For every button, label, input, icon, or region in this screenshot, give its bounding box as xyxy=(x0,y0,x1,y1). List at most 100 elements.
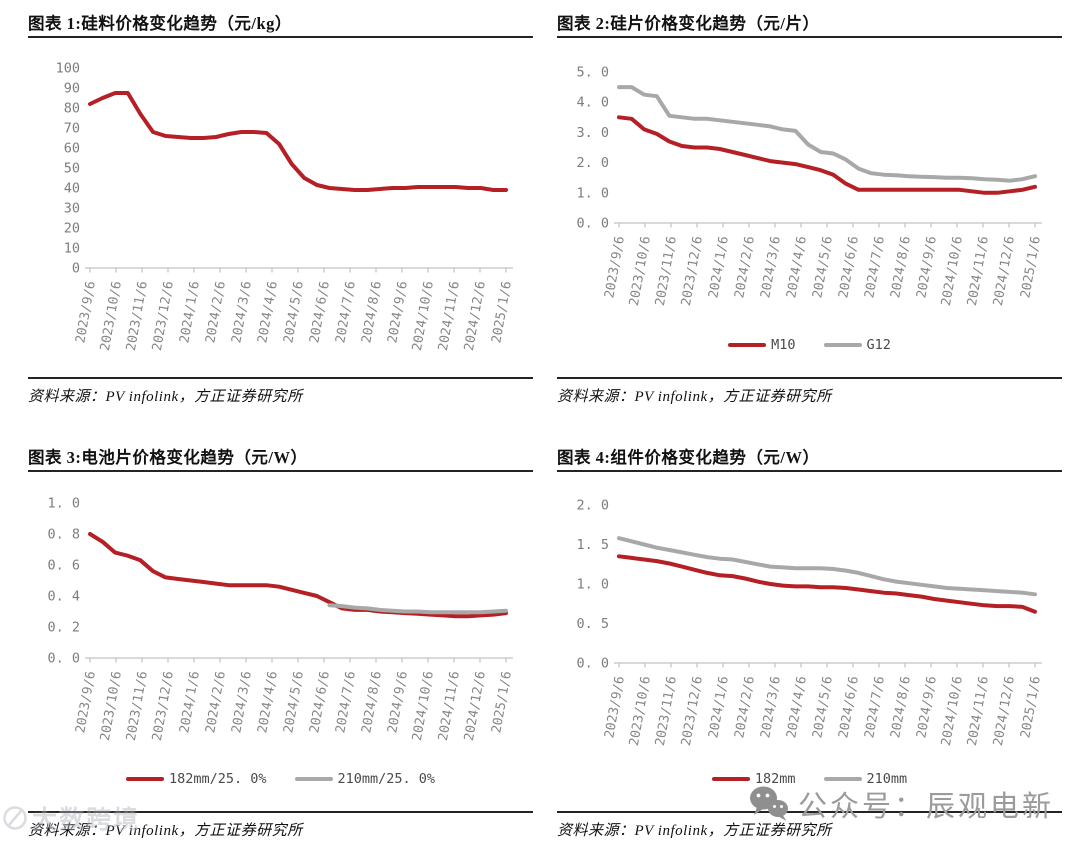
wechat-icon xyxy=(750,786,788,821)
x-tick-label: 2024/8/6 xyxy=(359,280,385,344)
chart4-title: 图表 4:组件价格变化趋势（元/W） xyxy=(557,448,820,467)
y-tick-label: 70 xyxy=(64,121,80,137)
x-tick-label: 2024/7/6 xyxy=(333,280,359,344)
x-tick-label: 2024/8/6 xyxy=(888,235,914,299)
chart-panel-1: 图表 1:硅料价格变化趋势（元/kg） 2023/9/6 2023/10/6 202… xyxy=(28,10,533,430)
y-tick-label: 0. 6 xyxy=(47,558,80,574)
chart-panel-3: 图表 3:电池片价格变化趋势（元/W） 2023/9/6 2023/10/6 202… xyxy=(28,444,533,853)
x-tick-label: 2024/9/6 xyxy=(914,235,940,299)
x-tick-label: 2024/5/6 xyxy=(281,280,307,344)
chart4-source-rule xyxy=(557,811,1062,814)
chart1-source-rule xyxy=(28,377,533,380)
x-tick-label: 2024/9/6 xyxy=(385,670,411,734)
x-tick-label: 2024/11/6 xyxy=(965,235,992,307)
x-tick-label: 2025/1/6 xyxy=(1018,235,1044,299)
x-tick-label: 2024/10/6 xyxy=(410,280,437,352)
y-tick-label: 0. 0 xyxy=(576,216,609,232)
x-tick-label: 2023/12/6 xyxy=(679,675,706,747)
x-tick-label: 2024/2/6 xyxy=(732,675,758,739)
chart-panel-4: 图表 4:组件价格变化趋势（元/W） 2023/9/6 2023/10/6 2023… xyxy=(557,444,1062,853)
legend-label: 210mm/25. 0% xyxy=(337,771,436,787)
x-tick-label: 2023/9/6 xyxy=(73,280,99,344)
x-tick-label: 2025/1/6 xyxy=(489,280,515,344)
legend-swatch xyxy=(728,343,767,347)
x-tick-label: 2024/1/6 xyxy=(177,280,203,344)
chart1-source-note: 资料来源：PV infolink，方正证券研究所 xyxy=(28,389,303,405)
y-tick-label: 10 xyxy=(64,241,80,257)
x-tick-label: 2024/9/6 xyxy=(914,675,940,739)
y-tick-label: 60 xyxy=(64,141,80,157)
x-tick-label: 2024/10/6 xyxy=(939,675,966,747)
y-tick-label: 0 xyxy=(72,261,80,277)
legend-swatch xyxy=(711,777,750,781)
y-tick-label: 1. 0 xyxy=(576,577,609,593)
legend-item: 210mm xyxy=(823,771,908,787)
x-tick-label: 2024/2/6 xyxy=(203,280,229,344)
x-tick-label: 2024/12/6 xyxy=(462,280,489,352)
x-tick-label: 2024/12/6 xyxy=(462,670,489,742)
legend-item: 210mm/25. 0% xyxy=(294,771,436,787)
x-tick-label: 2024/6/6 xyxy=(836,675,862,739)
y-tick-label: 1. 0 xyxy=(576,185,609,201)
x-tick-label: 2023/11/6 xyxy=(124,670,151,742)
y-tick-label: 100 xyxy=(56,61,80,77)
x-tick-label: 2024/4/6 xyxy=(784,675,810,739)
x-tick-label: 2024/5/6 xyxy=(810,235,836,299)
legend-swatch xyxy=(823,343,862,347)
wechat-watermark: 公众号：辰观电新 xyxy=(748,783,1054,825)
x-tick-label: 2024/3/6 xyxy=(229,280,255,344)
x-tick-label: 2024/1/6 xyxy=(177,670,203,734)
x-tick-label: 2024/10/6 xyxy=(410,670,437,742)
y-tick-label: 50 xyxy=(64,161,80,177)
legend-swatch xyxy=(125,777,164,781)
x-tick-label: 2024/4/6 xyxy=(255,670,281,734)
y-tick-label: 0. 8 xyxy=(47,527,80,543)
x-tick-label: 2024/3/6 xyxy=(758,675,784,739)
chart1-title-rule xyxy=(28,36,533,39)
series-line xyxy=(88,91,508,192)
chart2-source-rule xyxy=(557,377,1062,380)
x-tick-label: 2024/8/6 xyxy=(888,675,914,739)
chart3-legend: 182mm/25. 0% 210mm/25. 0% xyxy=(28,771,533,787)
x-tick-label: 2024/5/6 xyxy=(810,675,836,739)
y-tick-label: 0. 4 xyxy=(47,589,80,605)
legend-label: 182mm/25. 0% xyxy=(168,771,267,787)
chart2-title-rule xyxy=(557,36,1062,39)
x-tick-label: 2024/4/6 xyxy=(255,280,281,344)
y-tick-label: 2. 0 xyxy=(576,498,609,514)
x-tick-label: 2024/8/6 xyxy=(359,670,385,734)
x-tick-label: 2024/12/6 xyxy=(991,675,1018,747)
y-tick-label: 5. 0 xyxy=(576,65,609,81)
chart1-title: 图表 1:硅料价格变化趋势（元/kg） xyxy=(28,14,292,33)
x-tick-label: 2024/11/6 xyxy=(965,675,992,747)
chart2-title: 图表 2:硅片价格变化趋势（元/片） xyxy=(557,14,820,33)
x-tick-label: 2024/7/6 xyxy=(862,235,888,299)
x-tick-label: 2023/10/6 xyxy=(627,235,654,307)
legend-item: G12 xyxy=(823,337,891,353)
y-tick-label: 3. 0 xyxy=(576,125,609,141)
x-tick-label: 2023/9/6 xyxy=(602,675,628,739)
x-tick-label: 2024/1/6 xyxy=(706,675,732,739)
series-line xyxy=(327,603,508,615)
legend-label: 210mm xyxy=(866,771,908,787)
y-tick-label: 80 xyxy=(64,101,80,117)
chart2-source-note: 资料来源：PV infolink，方正证券研究所 xyxy=(557,389,832,405)
x-tick-label: 2023/11/6 xyxy=(653,675,680,747)
x-tick-label: 2023/9/6 xyxy=(73,670,99,734)
chart3-source-rule xyxy=(28,811,533,814)
x-tick-label: 2024/3/6 xyxy=(229,670,255,734)
x-tick-label: 2024/2/6 xyxy=(732,235,758,299)
y-tick-label: 90 xyxy=(64,81,80,97)
series-line xyxy=(617,115,1037,195)
legend-item: M10 xyxy=(728,337,796,353)
wechat-watermark-text: 公众号：辰观电新 xyxy=(798,791,1055,823)
series-line xyxy=(88,532,508,619)
x-tick-label: 2023/10/6 xyxy=(98,670,125,742)
x-tick-label: 2024/9/6 xyxy=(385,280,411,344)
x-tick-label: 2024/1/6 xyxy=(706,235,732,299)
